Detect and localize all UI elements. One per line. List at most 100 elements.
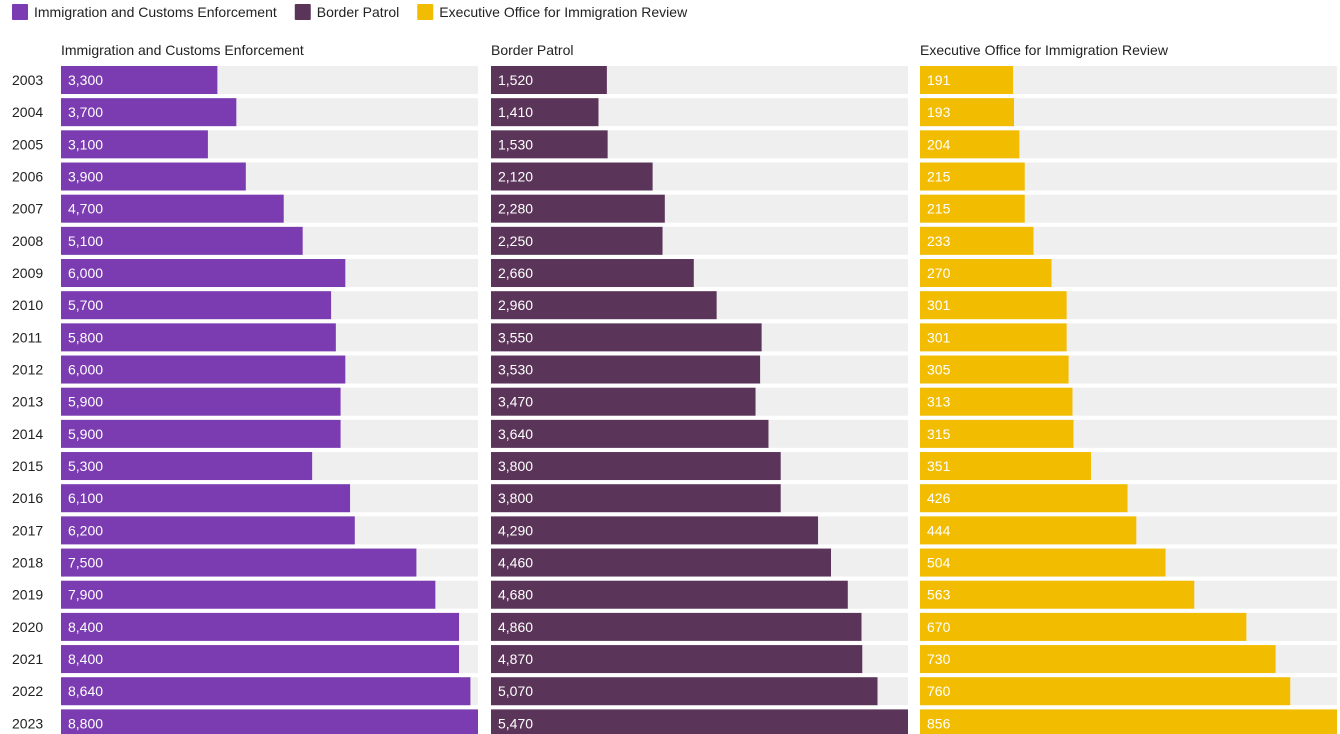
data-label: 2,120 [498, 169, 533, 185]
data-label: 193 [927, 104, 951, 120]
bar[interactable] [61, 130, 208, 159]
bar[interactable] [491, 259, 694, 288]
bar[interactable] [491, 323, 762, 352]
bar[interactable] [61, 452, 313, 481]
bar[interactable] [920, 516, 1137, 545]
bar[interactable] [920, 323, 1067, 352]
bar[interactable] [920, 709, 1337, 734]
bar[interactable] [491, 484, 781, 513]
data-label: 4,290 [498, 522, 533, 538]
data-label: 5,800 [68, 329, 103, 345]
legend-swatch[interactable] [12, 4, 28, 20]
bar[interactable] [61, 98, 237, 127]
legend-swatch[interactable] [294, 4, 311, 20]
data-label: 215 [927, 201, 951, 217]
bar[interactable] [920, 452, 1091, 481]
data-label: 4,460 [498, 555, 533, 571]
legend-swatch[interactable] [417, 4, 434, 20]
bar[interactable] [920, 645, 1276, 674]
bar[interactable] [491, 98, 599, 127]
data-label: 730 [927, 651, 951, 667]
bar[interactable] [491, 580, 848, 609]
data-label: 7,500 [68, 555, 103, 571]
bar[interactable] [61, 516, 355, 545]
bar[interactable] [920, 612, 1247, 641]
bar[interactable] [61, 419, 341, 448]
category-label: 2022 [12, 683, 43, 699]
legend-label[interactable]: Border Patrol [317, 4, 399, 20]
bar[interactable] [920, 580, 1195, 609]
data-label: 215 [927, 169, 951, 185]
bar[interactable] [61, 387, 341, 416]
bar[interactable] [920, 291, 1067, 320]
data-label: 444 [927, 522, 951, 538]
data-label: 3,470 [498, 394, 533, 410]
bar[interactable] [61, 709, 478, 734]
data-label: 1,410 [498, 104, 533, 120]
bar[interactable] [61, 194, 284, 223]
data-label: 1,530 [498, 136, 533, 152]
bar[interactable] [491, 387, 756, 416]
bar[interactable] [61, 580, 436, 609]
data-label: 270 [927, 265, 951, 281]
bar[interactable] [491, 226, 663, 255]
bar[interactable] [920, 387, 1073, 416]
bar[interactable] [920, 98, 1015, 127]
data-label: 3,550 [498, 329, 533, 345]
bar[interactable] [491, 162, 653, 191]
data-label: 7,900 [68, 587, 103, 603]
bar[interactable] [491, 516, 819, 545]
bar[interactable] [61, 66, 218, 94]
bar[interactable] [920, 484, 1128, 513]
bar[interactable] [920, 130, 1020, 159]
bar[interactable] [491, 548, 832, 577]
category-label: 2015 [12, 458, 43, 474]
data-label: 6,200 [68, 522, 103, 538]
data-label: 3,900 [68, 169, 103, 185]
category-label: 2012 [12, 362, 43, 378]
bar[interactable] [920, 355, 1069, 384]
data-label: 8,400 [68, 651, 103, 667]
bar[interactable] [61, 162, 246, 191]
bar[interactable] [61, 291, 332, 320]
data-label: 3,800 [498, 458, 533, 474]
bar[interactable] [920, 259, 1052, 288]
bar[interactable] [491, 194, 665, 223]
bar[interactable] [491, 645, 863, 674]
category-label: 2013 [12, 394, 43, 410]
bar[interactable] [491, 452, 781, 481]
bar[interactable] [920, 162, 1025, 191]
category-label: 2003 [12, 72, 43, 88]
bar[interactable] [61, 355, 346, 384]
bar[interactable] [920, 66, 1014, 94]
bar[interactable] [491, 66, 607, 94]
bar[interactable] [61, 484, 351, 513]
bar[interactable] [61, 548, 417, 577]
category-label: 2019 [12, 587, 43, 603]
data-label: 4,870 [498, 651, 533, 667]
data-label: 760 [927, 683, 951, 699]
bar[interactable] [491, 419, 769, 448]
bar[interactable] [920, 419, 1074, 448]
bar[interactable] [61, 259, 346, 288]
bar[interactable] [920, 194, 1025, 223]
bar[interactable] [61, 226, 303, 255]
bar[interactable] [61, 323, 336, 352]
legend-label[interactable]: Immigration and Customs Enforcement [34, 4, 277, 20]
bar[interactable] [491, 612, 862, 641]
bar[interactable] [920, 677, 1291, 706]
data-label: 8,640 [68, 683, 103, 699]
bar[interactable] [491, 355, 761, 384]
bar[interactable] [491, 130, 608, 159]
bar[interactable] [61, 612, 460, 641]
bar[interactable] [491, 709, 908, 734]
bar[interactable] [491, 291, 717, 320]
bar[interactable] [920, 226, 1034, 255]
bar[interactable] [920, 548, 1166, 577]
legend-label[interactable]: Executive Office for Immigration Review [439, 4, 688, 20]
category-label: 2008 [12, 233, 43, 249]
bar[interactable] [491, 677, 878, 706]
data-label: 4,860 [498, 619, 533, 635]
bar[interactable] [61, 677, 471, 706]
bar[interactable] [61, 645, 460, 674]
